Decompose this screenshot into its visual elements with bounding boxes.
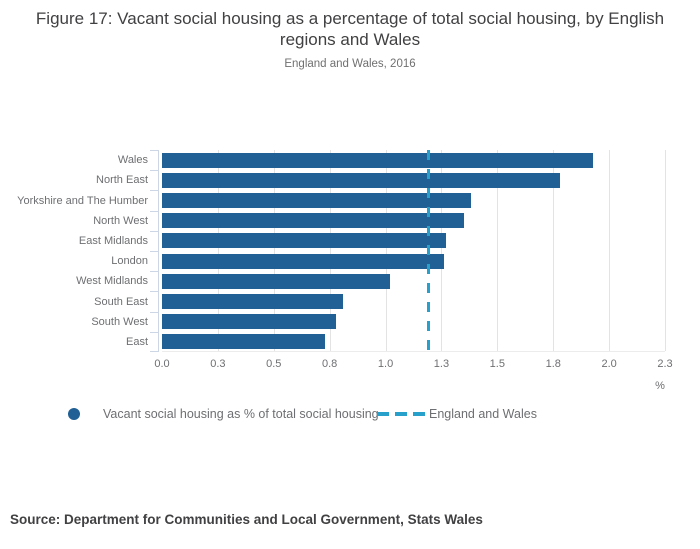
category-label: South West [91,315,148,328]
gridline [385,150,387,351]
legend-reference-label: England and Wales [429,407,537,421]
x-axis-unit-label: % [655,380,665,392]
bar-north-east [162,172,560,188]
category-label: North East [96,174,148,187]
x-tick-label: 0.8 [322,358,338,370]
gridline [665,150,666,351]
category-label: South East [94,295,148,308]
category-label: West Midlands [76,275,148,288]
gridline [217,150,219,351]
y-axis-tick [150,291,158,292]
y-axis-line [158,150,159,352]
x-axis-labels: 0.0 0.3 0.5 0.8 1.0 1.3 1.5 1.8 2.0 2.3 [154,358,672,372]
category-label: Wales [117,154,148,167]
bar-wales [162,152,594,168]
gridline [497,150,499,351]
reference-line-dash-icon [377,412,425,416]
category-label: London [111,255,148,268]
category-label: Yorkshire and The Humber [17,194,148,207]
category-label: East Midlands [78,234,148,247]
bar-west-midlands [162,273,391,289]
gridline [329,150,331,351]
category-label: East [125,335,148,348]
x-tick-label: 1.5 [489,358,505,370]
y-axis-tick [150,271,158,272]
bar-north-west [162,213,464,229]
reference-line [426,150,430,351]
gridline [553,150,555,351]
x-tick-label: 1.0 [377,358,394,370]
category-label: North West [93,214,148,227]
series-marker-icon [68,408,80,420]
chart-title: Figure 17: Vacant social housing as a pe… [35,9,665,49]
chart-subtitle: England and Wales, 2016 [284,58,416,70]
y-axis-tick [150,332,158,333]
y-axis-tick [150,190,158,191]
x-tick-label: 2.3 [657,358,673,370]
y-axis-tick [150,150,158,151]
y-axis-tick [150,231,158,232]
y-axis-tick [150,351,158,352]
plot-area: Wales North East Yorkshire and The Humber N… [17,150,666,352]
bar-east-midlands [162,233,446,249]
bar-south-west [162,314,337,330]
bar-london [162,253,444,269]
bar-yorkshire-and-the-humber [162,193,471,208]
x-tick-label: 2.0 [601,358,617,370]
y-axis-tick [150,170,158,171]
y-axis-tick [150,312,158,313]
bar-east [162,334,326,350]
x-tick-label: 0.0 [154,358,170,370]
x-tick-label: 1.8 [545,358,561,370]
chart-legend: Vacant social housing as % of total soci… [0,407,700,425]
source-note: Source: Department for Communities and L… [10,512,483,527]
gridline [609,150,611,351]
bar-south-east [162,294,344,309]
gridline [273,150,275,351]
legend-series-label: Vacant social housing as % of total soci… [103,407,379,421]
chart-header: Figure 17: Vacant social housing as a pe… [0,8,700,70]
gridline [441,150,443,351]
y-axis-tick [150,251,158,252]
x-tick-label: 0.3 [210,358,226,370]
y-axis-tick [150,211,158,212]
x-tick-label: 1.3 [433,358,450,370]
x-tick-label: 0.5 [266,358,282,370]
